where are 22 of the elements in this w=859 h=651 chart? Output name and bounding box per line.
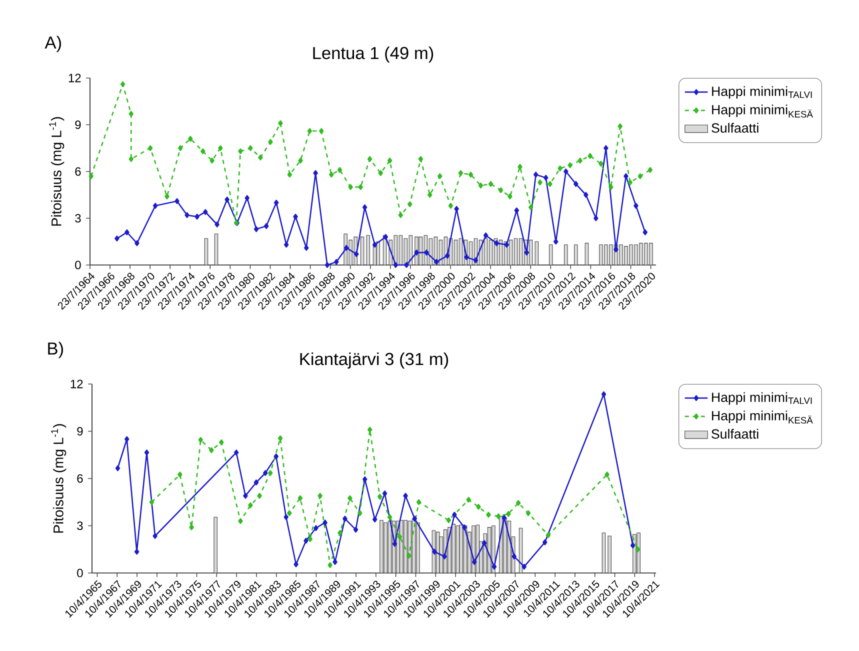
y-tick-label: 6 xyxy=(75,167,81,176)
legend-label: Happi minimi$_{TALVI}$ xyxy=(712,86,812,99)
legend-label: Sulfaatti xyxy=(712,122,758,133)
y-tick-label: 9 xyxy=(75,120,81,130)
chart-title: Lentua 1 (49 m) xyxy=(313,46,434,63)
legend-label: Happi minimi$_{KESÄ}$ xyxy=(712,410,813,424)
y-tick-label: 3 xyxy=(75,214,81,223)
y-axis-title: Pitoisuus (mg L$^{-1}$) xyxy=(49,117,64,226)
y-axis-title: Pitoisuus (mg L$^{-1}$) xyxy=(51,424,66,533)
y-tick-label: 0 xyxy=(75,260,81,270)
text: B) xyxy=(48,342,63,358)
y-tick-label: 0 xyxy=(77,568,83,578)
y-tick-label: 6 xyxy=(77,474,83,483)
legend-label: Happi minimi$_{KESÄ}$ xyxy=(712,104,813,118)
y-tick-label: 9 xyxy=(77,426,83,436)
y-tick-label: 12 xyxy=(70,380,83,388)
text: A) xyxy=(44,36,61,52)
y-tick-label: 3 xyxy=(77,521,83,530)
legend-label: Happi minimi$_{TALVI}$ xyxy=(712,392,812,405)
legend-label: Sulfaatti xyxy=(712,428,758,439)
y-tick-label: 12 xyxy=(68,74,81,82)
chart-title: Kiantajärvi 3 (31 m) xyxy=(300,352,448,369)
